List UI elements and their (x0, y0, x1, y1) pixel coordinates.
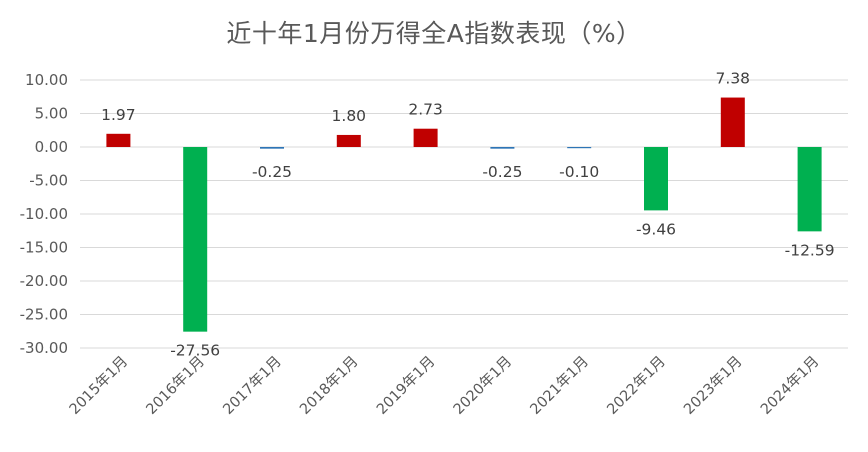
x-tick-label: 2020年1月 (450, 353, 515, 418)
y-tick-label: -20.00 (20, 272, 68, 290)
bar (644, 147, 668, 211)
data-label: -0.25 (482, 163, 522, 181)
bar (183, 147, 208, 332)
x-tick-label: 2018年1月 (296, 353, 361, 418)
bar (260, 147, 284, 149)
data-label: 1.80 (332, 107, 367, 125)
data-label: -12.59 (785, 241, 835, 259)
x-tick-label: 2019年1月 (373, 353, 438, 418)
x-tick-label: 2017年1月 (220, 353, 285, 418)
data-label: 2.73 (408, 101, 443, 119)
data-label: -0.25 (252, 163, 292, 181)
y-tick-label: 5.00 (35, 105, 68, 123)
data-label: 7.38 (716, 70, 751, 88)
data-label: 1.97 (101, 106, 136, 124)
bar (720, 97, 745, 147)
bar (336, 134, 361, 147)
data-label: -9.46 (636, 220, 676, 238)
x-tick-label: 2022年1月 (604, 353, 669, 418)
x-tick-label: 2015年1月 (66, 353, 131, 418)
x-tick-label: 2024年1月 (757, 353, 822, 418)
bar (797, 147, 822, 232)
y-tick-label: -15.00 (20, 239, 68, 257)
y-tick-label: -25.00 (20, 306, 68, 324)
data-label: -27.56 (170, 342, 220, 360)
data-label: -0.10 (559, 163, 599, 181)
bar (567, 147, 592, 149)
bar (413, 128, 438, 147)
y-tick-label: -30.00 (20, 339, 68, 357)
bar (490, 147, 515, 149)
y-tick-label: 10.00 (25, 71, 68, 89)
chart-title: 近十年1月份万得全A指数表现（%） (226, 19, 642, 48)
x-tick-label: 2021年1月 (527, 353, 592, 418)
y-tick-label: -10.00 (20, 205, 68, 223)
x-tick-label: 2016年1月 (143, 353, 208, 418)
y-tick-label: 0.00 (35, 138, 68, 156)
bar (106, 133, 131, 147)
y-tick-label: -5.00 (29, 172, 68, 190)
x-tick-label: 2023年1月 (680, 353, 745, 418)
